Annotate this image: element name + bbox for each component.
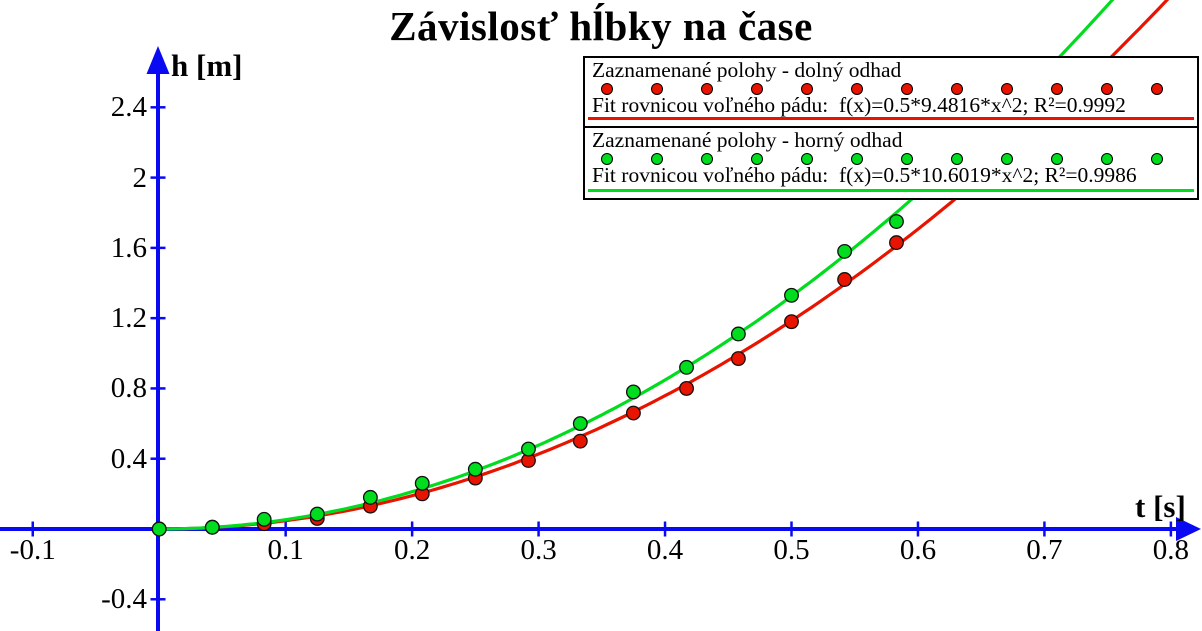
legend-marker-dot: [1001, 152, 1013, 165]
data-point-lower: [625, 405, 641, 421]
legend-marker-dot: [851, 82, 863, 95]
y-tick-label: 2.4: [110, 91, 147, 124]
x-tick-label: 0.4: [646, 534, 684, 566]
legend-marker-dot: [901, 82, 913, 95]
legend-marker-dot: [951, 152, 963, 165]
data-point-lower: [679, 380, 694, 396]
legend-box: Zaznamenané polohy - dolný odhad Fit rov…: [583, 56, 1199, 200]
legend-marker-row: [601, 82, 1163, 95]
legend-entry-upper-estimate: Zaznamenané polohy - horný odhad Fit rov…: [585, 128, 1197, 198]
data-point-upper: [625, 384, 641, 400]
data-point-upper: [837, 243, 853, 259]
x-axis-label: t [s]: [1135, 489, 1186, 524]
legend-marker-dot: [751, 82, 763, 95]
x-tick-label: 0.3: [520, 534, 557, 566]
data-point-lower: [784, 314, 799, 330]
legend-marker-dot: [751, 152, 763, 165]
y-tick-label: 1.2: [110, 302, 147, 335]
data-point-lower: [889, 235, 904, 251]
data-point-upper: [414, 475, 430, 491]
legend-fit-equation: Fit rovnicou voľného pádu: f(x)=0.5*10.6…: [592, 163, 1137, 187]
legend-marker-dot: [1051, 82, 1063, 95]
legend-line-swatch: [588, 117, 1194, 120]
data-point-upper: [521, 441, 536, 457]
x-tick-label: 0.8: [1152, 534, 1189, 566]
legend-line-swatch: [588, 189, 1194, 192]
chart-title: Závislosť hĺbky na čase: [389, 3, 813, 49]
data-point-upper: [679, 359, 694, 375]
legend-marker-row: [601, 152, 1163, 165]
data-point-upper: [256, 511, 272, 527]
legend-marker-dot: [1151, 82, 1163, 95]
y-tick-label: 0.4: [110, 442, 147, 475]
x-tick-label: -0.1: [9, 534, 56, 566]
data-point-upper: [309, 506, 325, 522]
legend-marker-dot: [801, 82, 813, 95]
data-point-lower: [730, 351, 746, 367]
data-point-lower: [837, 272, 853, 287]
x-tick-label: 0.6: [899, 534, 937, 566]
data-point-upper: [362, 489, 378, 505]
legend-series-name: Zaznamenané polohy - horný odhad: [592, 128, 903, 152]
legend-marker-dot: [1151, 152, 1163, 165]
legend-marker-dot: [701, 82, 713, 95]
data-point-upper: [730, 326, 746, 342]
legend-marker-dot: [601, 152, 613, 165]
data-point-upper: [572, 416, 588, 432]
data-point-upper: [889, 214, 904, 229]
data-point-upper: [784, 287, 799, 303]
legend-marker-dot: [601, 82, 613, 95]
y-axis-label: h [m]: [171, 48, 243, 83]
legend-marker-dot: [901, 152, 913, 165]
data-point-upper: [151, 521, 167, 537]
legend-marker-dot: [1001, 82, 1013, 95]
y-tick-label: -0.4: [101, 583, 147, 616]
y-tick-label: 1.6: [110, 231, 147, 264]
x-tick-label: 0.7: [1026, 534, 1063, 566]
legend-marker-dot: [651, 82, 663, 95]
legend-marker-dot: [651, 152, 663, 165]
legend-marker-dot: [951, 82, 963, 95]
data-point-lower: [572, 433, 588, 449]
x-tick-label: 0.2: [393, 534, 431, 566]
y-tick-label: 0.8: [110, 372, 147, 405]
x-axis-arrow: [1176, 517, 1201, 541]
x-tick-label: 0.5: [773, 534, 810, 566]
legend-marker-dot: [1101, 82, 1113, 95]
x-tick-label: 0.1: [267, 534, 304, 566]
legend-marker-dot: [851, 152, 863, 165]
y-tick-label: 2: [132, 161, 148, 194]
y-axis-arrow: [146, 46, 170, 74]
legend-marker-dot: [801, 152, 813, 165]
legend-entry-lower-estimate: Zaznamenané polohy - dolný odhad Fit rov…: [585, 58, 1197, 128]
legend-marker-dot: [1101, 152, 1113, 165]
data-point-upper: [204, 519, 220, 535]
legend-marker-dot: [1051, 152, 1063, 165]
legend-fit-equation: Fit rovnicou voľného pádu: f(x)=0.5*9.48…: [592, 93, 1126, 117]
legend-marker-dot: [701, 152, 713, 165]
legend-series-name: Zaznamenané polohy - dolný odhad: [592, 58, 902, 82]
data-point-upper: [467, 461, 483, 477]
